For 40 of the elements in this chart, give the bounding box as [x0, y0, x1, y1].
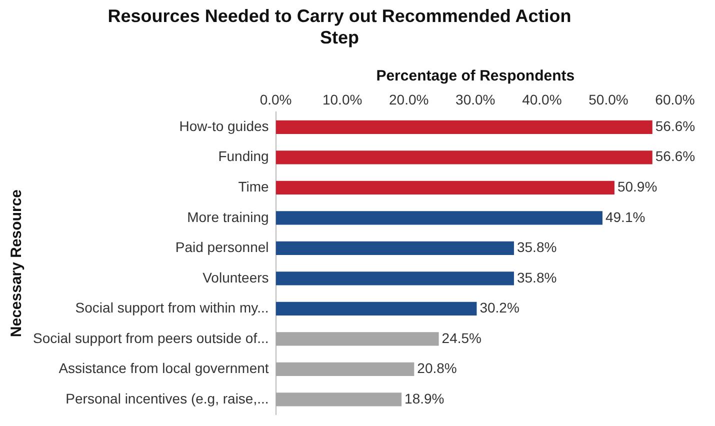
data-label: 56.6%: [655, 148, 696, 164]
bar: [276, 362, 414, 376]
data-label: 18.9%: [404, 390, 444, 406]
data-label: 56.6%: [655, 118, 696, 134]
y-tick-label: Personal incentives (e.g, raise,...: [66, 390, 269, 406]
bar: [276, 392, 402, 406]
data-label: 20.8%: [417, 360, 457, 376]
y-tick-label: Volunteers: [202, 269, 269, 286]
bar: [276, 241, 514, 255]
y-tick-label: More training: [187, 208, 269, 225]
x-tick-label: 0.0%: [260, 91, 292, 108]
data-label: 50.9%: [617, 178, 658, 195]
y-tick-label: Paid personnel: [175, 239, 269, 256]
x-tick-label: 30.0%: [456, 91, 496, 108]
x-tick-label: 10.0%: [322, 91, 362, 108]
bar: [276, 211, 602, 225]
data-label: 35.8%: [516, 269, 557, 286]
x-tick-label: 50.0%: [588, 91, 628, 108]
bar: [276, 272, 514, 286]
x-axis-title: Percentage of Respondents: [376, 67, 575, 84]
x-tick-label: 20.0%: [389, 91, 429, 108]
bar: [276, 180, 614, 194]
x-tick-label: 40.0%: [522, 91, 562, 108]
y-tick-label: Time: [238, 178, 269, 195]
data-label: 24.5%: [442, 330, 482, 346]
y-tick-label: How-to guides: [179, 118, 269, 134]
data-label: 30.2%: [480, 300, 520, 316]
y-tick-label: Social support from peers outside of...: [32, 330, 269, 346]
y-tick-label: Assistance from local government: [58, 360, 269, 376]
bar: [276, 150, 652, 164]
y-tick-label: Funding: [218, 148, 269, 164]
x-tick-label: 60.0%: [655, 91, 695, 108]
bar: [276, 120, 652, 134]
data-label: 49.1%: [605, 208, 646, 225]
bar: [276, 302, 477, 316]
y-axis-title: Necessary Resource: [8, 189, 26, 338]
bar: [276, 332, 439, 346]
y-tick-label: Social support from within my...: [75, 300, 269, 316]
chart-title: Resources Needed to Carry out Recommended Action Step: [108, 6, 572, 48]
data-label: 35.8%: [516, 239, 557, 256]
